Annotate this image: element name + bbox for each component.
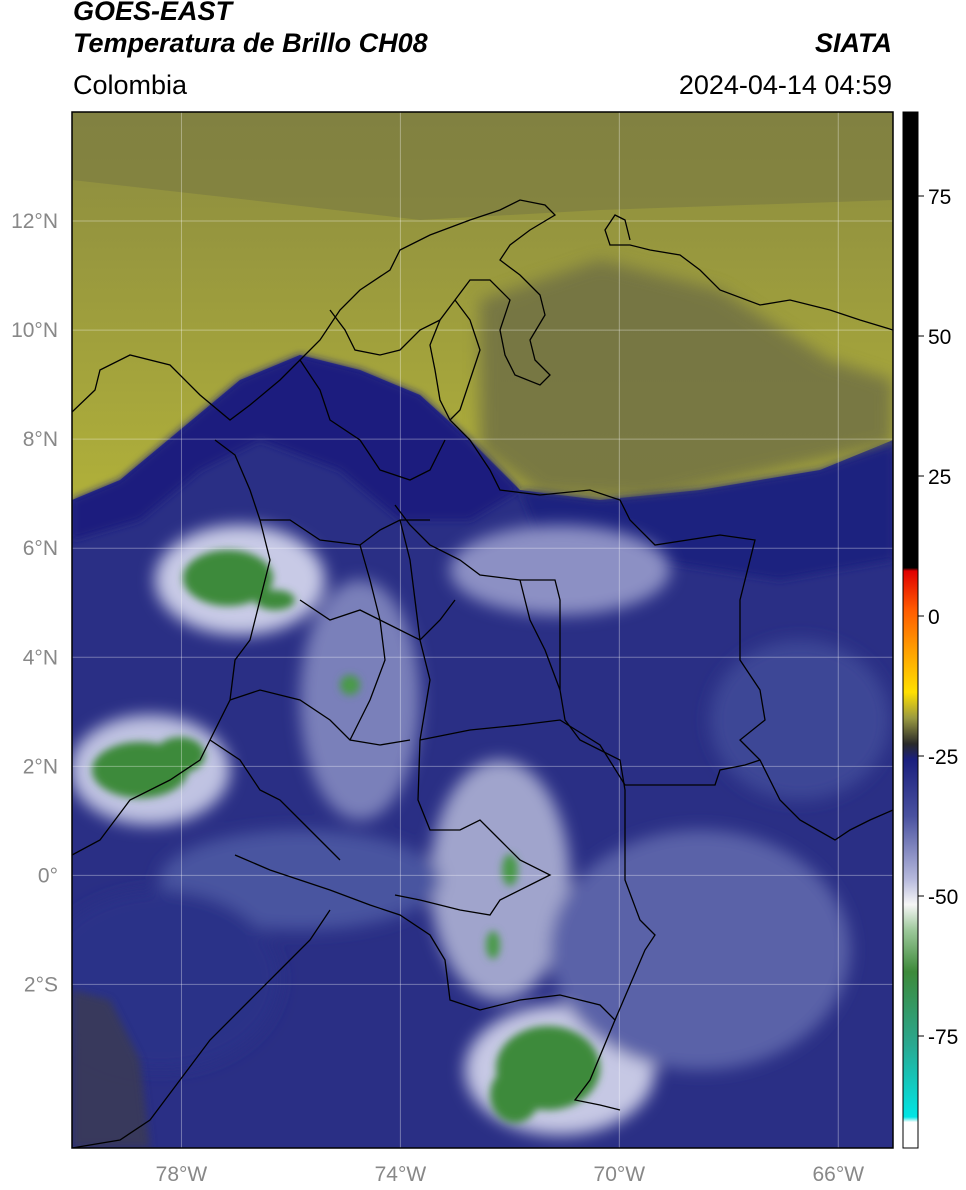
colorbar-tick-label: -25 [928,746,958,769]
colorbar-tick-label: 0 [928,606,940,629]
colorbar [902,111,919,1149]
satellite-title: GOES-EAST [73,0,233,26]
map-frame [71,111,894,1149]
lat-tick-label: 8°N [23,428,58,451]
lat-tick-label: 12°N [11,210,58,233]
colorbar-tick-label: 25 [928,466,951,489]
lat-tick-label: 4°N [23,646,58,669]
lat-tick-label: 2°S [24,973,58,996]
imagery-layer [72,112,893,1148]
lon-tick-label: 70°W [594,1163,646,1186]
colorbar-tick-label: -75 [928,1026,958,1049]
lon-tick-label: 78°W [156,1163,208,1186]
datetime-label: 2024-04-14 04:59 [678,70,892,100]
longitude-labels: 78°W 74°W 70°W 66°W [156,1163,865,1186]
lat-tick-label: 2°N [23,755,58,778]
colorbar-tick-label: 75 [928,186,951,209]
lon-tick-label: 74°W [375,1163,427,1186]
agency-label: SIATA [815,28,892,58]
colorbar-tick-label: 50 [928,326,951,349]
lon-tick-label: 66°W [812,1163,864,1186]
latitude-labels: 12°N 10°N 8°N 6°N 4°N 2°N 0° 2°S [11,210,58,996]
lat-tick-label: 6°N [23,537,58,560]
boundaries [72,199,893,1148]
colorbar-ticks: 75 50 25 0 -25 -50 -75 [918,186,958,1049]
region-label: Colombia [73,70,188,100]
lat-tick-label: 0° [38,864,58,887]
lat-tick-label: 10°N [11,319,58,342]
colorbar-tick-label: -50 [928,886,958,909]
product-title: Temperatura de Brillo CH08 [73,28,428,58]
